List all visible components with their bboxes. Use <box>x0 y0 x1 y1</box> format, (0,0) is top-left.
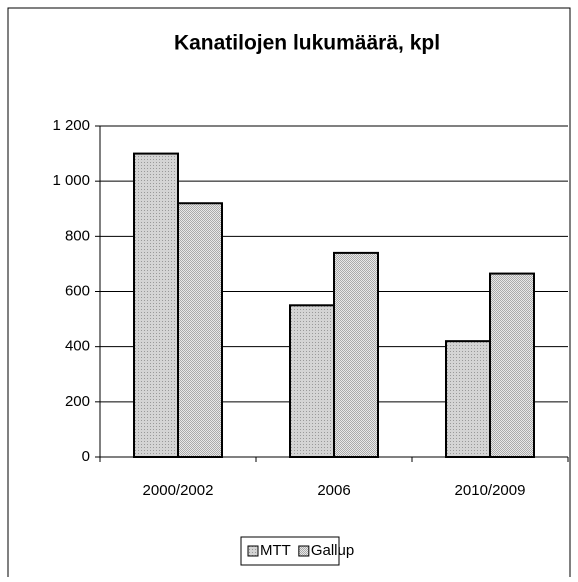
bar <box>177 202 223 458</box>
y-tick-label: 800 <box>65 227 90 244</box>
y-tick-label: 200 <box>65 393 90 410</box>
x-tick-label: 2010/2009 <box>455 482 526 499</box>
bar <box>445 340 491 458</box>
legend-swatch <box>298 545 310 557</box>
legend-swatch <box>247 545 259 557</box>
chart-border <box>7 7 571 582</box>
bar <box>289 304 335 458</box>
y-tick-label: 400 <box>65 338 90 355</box>
chart-title: Kanatilojen lukumäärä, kpl <box>174 32 440 55</box>
bar <box>333 251 379 458</box>
bar <box>133 152 179 458</box>
x-tick-label: 2000/2002 <box>143 482 214 499</box>
x-tick-label: 2006 <box>317 482 350 499</box>
bar <box>489 272 535 458</box>
legend-label: MTT <box>260 542 291 559</box>
y-tick-label: 0 <box>82 448 90 465</box>
y-tick-label: 1 000 <box>52 172 90 189</box>
y-tick-label: 1 200 <box>52 117 90 134</box>
legend-label: Gallup <box>311 542 354 559</box>
y-tick-label: 600 <box>65 282 90 299</box>
